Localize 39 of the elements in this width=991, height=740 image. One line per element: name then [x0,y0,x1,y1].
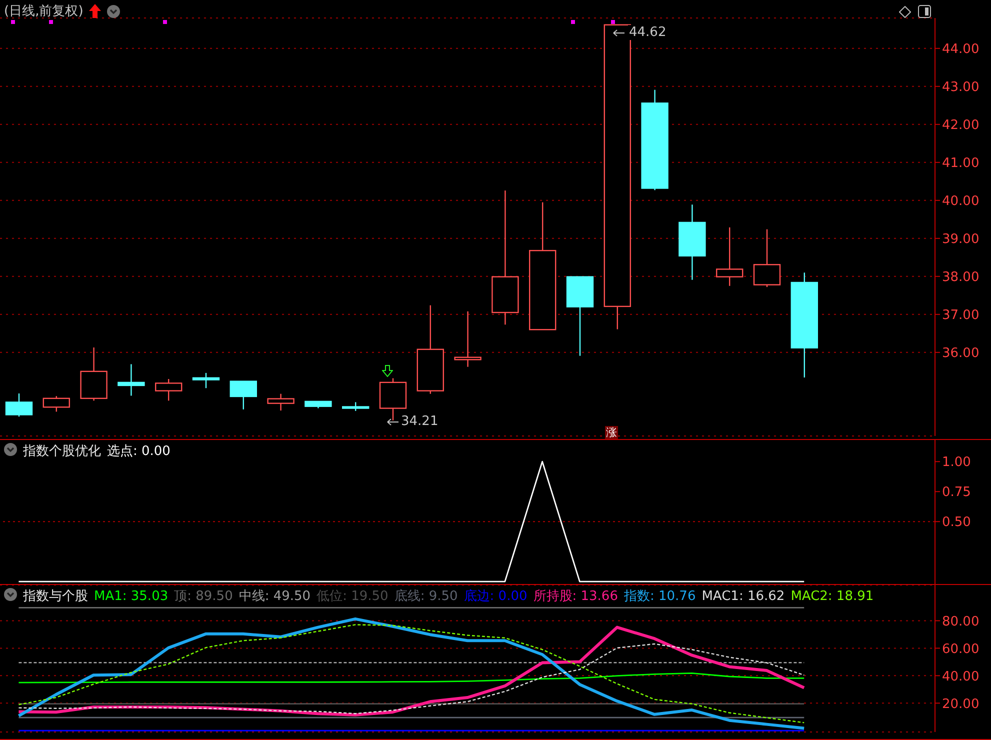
y-tick-label: 1.00 [942,455,971,470]
annotation: 44.62 [628,25,668,40]
y-tick-label: 20.00 [942,696,980,712]
series-label: 顶: 89.50 [174,588,233,605]
text: 底线: 9.50 [394,588,458,605]
y-tick-label: 37.00 [942,308,980,324]
text: 中线: 49.50 [238,588,311,605]
chart-title: 指数与个股 [23,588,88,605]
y-tick-label: 38.00 [942,270,980,286]
line-series [18,643,805,714]
candlestick [454,310,482,368]
y-tick-label: 60.00 [942,642,980,657]
y-tick-label: 44.00 [942,42,980,58]
text: 选点: 0.00 [107,443,170,460]
text: 底边: 0.00 [464,588,528,605]
y-tick-label: 42.00 [942,118,980,134]
annotation: 34.21 [400,414,440,429]
text: MA1: 35.03 [94,588,168,604]
candlestick [118,364,145,396]
y-tick-label: 40.00 [942,669,980,684]
y-tick-label: 41.00 [942,156,980,172]
annotation: 涨 [605,426,618,439]
series-label: 所持股: 13.66 [533,588,618,605]
chart-title: 指数个股优化 [23,443,101,460]
chart-title: (日线,前复权) [4,3,84,20]
candlestick [192,372,220,389]
y-tick-label: 80.00 [942,614,980,630]
y-tick-label: 43.00 [942,80,980,96]
line-series [18,672,805,684]
candlestick [716,226,744,286]
y-tick-label: 0.50 [942,515,971,530]
y-tick-label: 0.75 [942,485,971,500]
y-tick-label: 36.00 [942,346,980,362]
text: MAC2: 18.91 [790,588,874,604]
y-tick-label: 39.00 [942,232,980,248]
text: 指数: 10.76 [624,588,696,605]
text: 低位: 19.50 [316,588,388,605]
text: MAC1: 16.62 [702,588,785,604]
y-tick-label: 40.00 [942,194,980,210]
